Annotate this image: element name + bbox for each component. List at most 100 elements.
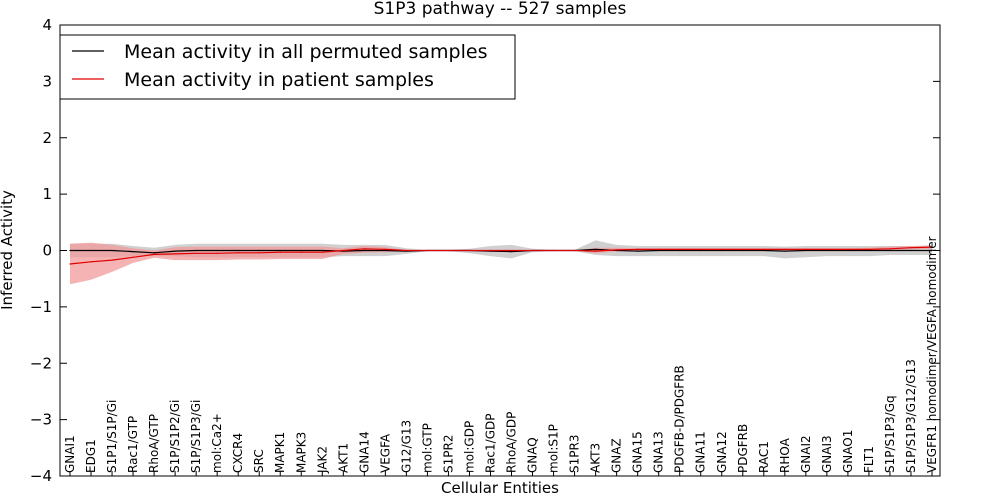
permuted-point [910,249,912,252]
patient-point [426,249,429,252]
permuted-point [132,251,134,253]
permuted-point [279,249,281,252]
x-category-label: GNA15 [631,431,645,473]
patient-point [531,249,534,252]
x-category-label: GNA11 [694,431,708,473]
x-category-label: S1P/S1P3/G12/G13 [904,359,918,473]
patient-point [847,248,849,250]
legend: Mean activity in all permuted samples Me… [59,34,516,100]
y-axis-ticks: −4 −3 −2 −1 0 1 2 3 4 [30,16,940,485]
permuted-point [805,249,807,252]
patient-point [447,249,450,252]
legend-label-permuted: Mean activity in all permuted samples [124,41,487,63]
patient-point [342,249,344,252]
x-category-label: MAPK1 [273,432,287,473]
y-tick-label: −4 [30,467,52,485]
confidence-bands [70,240,932,285]
x-category-label: G12/G13 [399,420,413,473]
patient-point [637,248,639,250]
x-category-label: mol:GTP [420,423,434,473]
x-axis-category-labels: GNAI1 EDG1 S1P1/S1P/Gi Rac1/GTP RhoA/GTP S1P/… [63,236,939,476]
permuted-point [763,249,765,252]
x-category-label: GNAQ [526,437,540,473]
patient-point [868,248,870,250]
y-tick-label: 0 [42,242,52,260]
x-category-label: S1P/S1P3/Gq [883,395,897,473]
patient-point [132,256,134,258]
x-category-label: Rac1/GDP [484,414,498,473]
y-tick-label: −2 [30,354,52,372]
patient-mean-line [69,246,933,265]
patient-point [468,249,471,252]
permuted-point [637,250,639,252]
x-category-label: S1P1/S1P/Gi [105,400,119,473]
permuted-point [258,249,260,252]
y-tick-label: 3 [42,72,52,90]
patient-point [742,248,744,250]
patient-point [237,252,239,254]
y-tick-label: 2 [42,129,52,147]
patient-point [279,251,281,253]
x-category-label: GNAI1 [63,435,77,473]
patient-point [763,248,765,250]
patient-point [510,249,513,252]
permuted-point [237,249,239,252]
x-category-label: S1P/S1P2/Gi [168,400,182,473]
permuted-point [868,249,870,252]
x-category-label: RhoA/GTP [147,414,161,473]
permuted-point [195,249,197,252]
permuted-point [384,249,386,252]
patient-point [363,248,365,250]
permuted-point [174,250,176,252]
x-category-label: mol:S1P [547,424,561,473]
x-category-label: mol:GDP [463,421,477,473]
chart-title: S1P3 pathway -- 527 samples [374,0,627,19]
patient-point [910,247,912,249]
x-category-label: JAK2 [315,446,329,474]
permuted-point [321,249,323,252]
x-category-label: VEGFR1 homodimer/VEGFA homodimer [925,236,939,473]
patient-point [931,246,933,248]
x-category-label: GNA14 [357,431,371,473]
permuted-point [658,249,660,252]
patient-point [721,248,723,250]
x-category-label: MAPK3 [294,432,308,473]
permuted-point [69,249,71,252]
x-category-label: RhoA/GDP [505,412,519,473]
permuted-point [595,248,597,250]
x-category-label: EDG1 [84,439,98,473]
x-category-label: FLT1 [862,446,876,473]
permuted-point [510,251,513,253]
x-axis-title: Cellular Entities [441,479,559,497]
patient-point [889,248,891,250]
patient-point [826,248,828,250]
permuted-point [931,249,933,252]
patient-point [552,249,555,252]
patient-point [658,248,660,250]
patient-point [784,248,786,250]
permuted-mean-line [70,248,932,254]
permuted-point [784,250,786,252]
patient-point [321,251,323,253]
y-tick-label: 4 [42,16,52,34]
patient-point [195,252,197,254]
x-category-label: mol:Ca2+ [210,413,224,473]
x-category-label: AKT1 [336,443,350,473]
patient-point [90,261,92,263]
permuted-point [111,249,113,252]
x-category-label: S1P/S1P3/Gi [189,400,203,473]
patient-point [616,249,618,251]
patient-point [595,250,597,252]
permuted-point [90,249,92,252]
patient-point [489,249,492,252]
patient-point [153,253,155,256]
patient-point [258,252,260,254]
permuted-point [153,252,155,254]
patient-confidence-band [70,242,932,285]
y-tick-label: −3 [30,411,52,429]
series-lines [69,246,933,265]
patient-point [405,249,407,252]
x-category-label: CXCR4 [231,433,245,473]
permuted-point [700,249,702,252]
